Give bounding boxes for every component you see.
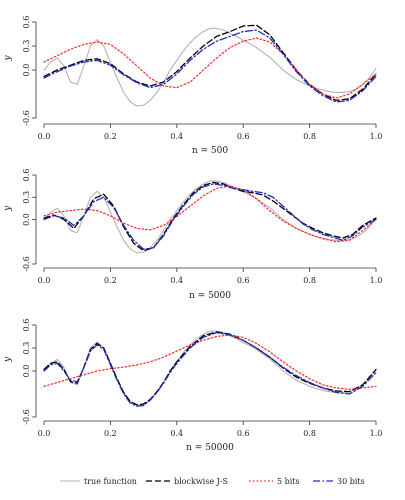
y-tick-label: 0.6 [22, 319, 31, 332]
series-line-true [43, 27, 377, 107]
x-tick-label: 0.6 [237, 132, 250, 141]
series-line-b5 [43, 185, 377, 243]
y-tick-label: 0.3 [22, 40, 31, 53]
legend-label-b5: 5 bits [277, 477, 300, 486]
series-line-js [43, 181, 377, 252]
legend: true function blockwise J-S 5 bits 30 bits [60, 477, 365, 486]
y-tick-label: 0.0 [22, 64, 31, 77]
x-tick-label: 0.6 [237, 429, 250, 438]
panel-title: n = 50000 [186, 443, 234, 453]
x-tick-label: 1.0 [370, 276, 383, 285]
x-tick-label: 1.0 [370, 429, 383, 438]
y-tick-label: 0.3 [22, 191, 31, 204]
x-tick-label: 1.0 [370, 132, 383, 141]
y-tick-label: -0.6 [22, 256, 31, 271]
x-tick-label: 0.6 [237, 276, 250, 285]
y-tick-label: 0.0 [22, 365, 31, 378]
series-line-b30 [43, 29, 377, 103]
y-tick-label: 0.6 [22, 169, 31, 182]
panel-n-50000: 0.0 0.2 0.4 0.6 0.8 1.0 -0.6 0.0 0.3 0.6 y n = 5000… [3, 319, 382, 453]
x-tick-label: 0.4 [170, 276, 183, 285]
series-line-js [43, 331, 377, 406]
y-tick-label: 0.0 [22, 213, 31, 226]
panel-title: n = 500 [192, 146, 229, 156]
x-tick-label: 0.8 [303, 276, 316, 285]
x-tick-label: 0.0 [38, 276, 51, 285]
x-tick-label: 0.8 [303, 132, 316, 141]
legend-label-true: true function [84, 477, 137, 486]
y-tick-label: -0.6 [22, 409, 31, 424]
y-tick-label: -0.6 [22, 110, 31, 125]
series-line-b5 [43, 334, 377, 390]
y-axis-label: y [3, 205, 13, 212]
legend-label-js: blockwise J-S [174, 477, 228, 486]
series-line-js [43, 24, 377, 102]
x-tick-label: 0.2 [104, 132, 117, 141]
panel-n-500: 0.0 0.2 0.4 0.6 0.8 1.0 -0.6 0.0 0.3 0.6 y n = 500 [3, 16, 382, 156]
series-line-b30 [43, 332, 377, 407]
panel-n-5000: 0.0 0.2 0.4 0.6 0.8 1.0 -0.6 0.0 0.3 0.6 y n = 5000 [3, 169, 382, 301]
series-line-true [43, 330, 377, 407]
x-tick-label: 0.0 [38, 429, 51, 438]
x-tick-label: 0.0 [38, 132, 51, 141]
x-tick-label: 0.2 [104, 276, 117, 285]
x-tick-label: 0.2 [104, 429, 117, 438]
x-tick-label: 0.4 [170, 132, 183, 141]
x-tick-label: 0.4 [170, 429, 183, 438]
legend-label-b30: 30 bits [337, 477, 365, 486]
series-line-b30 [43, 183, 377, 250]
panel-title: n = 5000 [189, 291, 231, 301]
series-line-b5 [43, 37, 377, 99]
y-axis-label: y [3, 356, 13, 363]
y-tick-label: 0.3 [22, 342, 31, 355]
y-axis-label: y [3, 55, 13, 62]
x-tick-label: 0.8 [303, 429, 316, 438]
y-tick-label: 0.6 [22, 16, 31, 29]
